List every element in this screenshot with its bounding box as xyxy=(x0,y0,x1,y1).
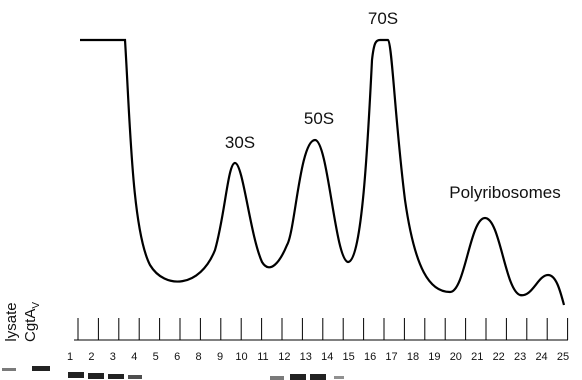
profile-curve xyxy=(80,40,564,305)
fraction-label: 16 xyxy=(364,351,376,363)
fraction-label: 9 xyxy=(217,351,223,363)
fraction-label: 13 xyxy=(300,351,312,363)
fraction-label: 14 xyxy=(321,351,333,363)
fraction-label: 24 xyxy=(535,351,547,363)
peak-label: 50S xyxy=(304,109,334,128)
fraction-label: 17 xyxy=(385,351,397,363)
fraction-label: 23 xyxy=(514,351,526,363)
fraction-label: 4 xyxy=(131,351,137,363)
lane-label: lysate xyxy=(3,302,20,341)
fraction-label: 11 xyxy=(257,351,268,363)
peak-label: 70S xyxy=(368,9,398,28)
peak-label: 30S xyxy=(225,133,255,152)
figure: 30S 50S 70S Polyribosomes 12345689101112… xyxy=(0,0,582,380)
blot-strip xyxy=(2,366,344,380)
fraction-label: 12 xyxy=(278,351,290,363)
lane-text: CgtA xyxy=(22,309,39,342)
fraction-label: 10 xyxy=(235,351,247,363)
fraction-label: 19 xyxy=(428,351,440,363)
fraction-label: 6 xyxy=(174,351,180,363)
fraction-label: 5 xyxy=(153,351,159,363)
fraction-label: 8 xyxy=(196,351,202,363)
fraction-label: 18 xyxy=(407,351,419,363)
fraction-label: 2 xyxy=(88,351,94,363)
peak-label: Polyribosomes xyxy=(449,183,561,202)
lane-subscript: V xyxy=(31,302,42,309)
fraction-label: 15 xyxy=(343,351,355,363)
fraction-label: 20 xyxy=(450,351,462,363)
ruler-ticks xyxy=(78,318,568,340)
fraction-label: 25 xyxy=(557,351,569,363)
lane-label: CgtAV xyxy=(22,302,42,342)
fraction-label: 3 xyxy=(110,351,116,363)
fraction-label: 22 xyxy=(493,351,505,363)
fraction-label: 1 xyxy=(67,351,73,363)
page: 30S 50S 70S Polyribosomes 12345689101112… xyxy=(0,0,582,380)
fraction-label: 21 xyxy=(471,351,483,363)
